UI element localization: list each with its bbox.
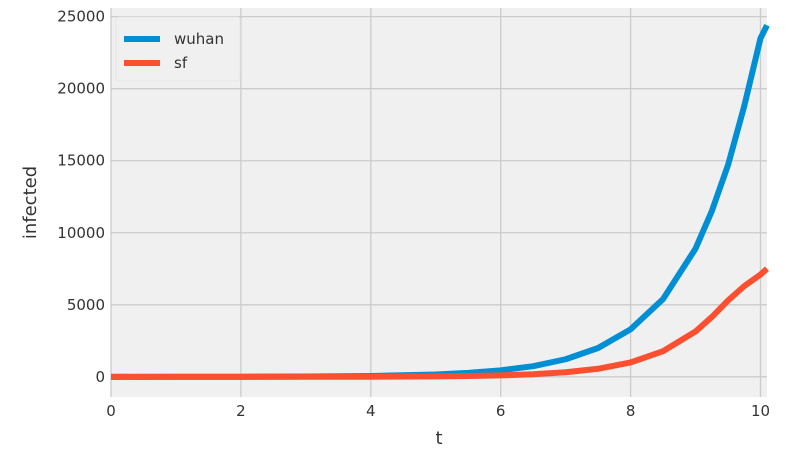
y-tick-label: 15000 <box>57 152 105 170</box>
x-tick-label: 0 <box>106 402 116 420</box>
y-tick-label: 10000 <box>57 224 105 242</box>
grid-lines <box>110 8 767 397</box>
legend-label-sf: sf <box>174 54 188 72</box>
series-line-sf <box>111 266 769 380</box>
y-tick-label: 20000 <box>57 80 105 98</box>
y-axis-label: infected <box>20 166 41 239</box>
tick-labels: 0 2 4 6 8 10 0 5000 10000 15000 20000 25000 <box>57 8 770 420</box>
x-tick-label: 6 <box>496 402 506 420</box>
x-tick-label: 4 <box>366 402 376 420</box>
y-tick-label: 25000 <box>57 8 105 26</box>
y-tick-label: 0 <box>95 368 105 386</box>
legend: wuhan sf <box>115 16 241 82</box>
x-tick-label: 10 <box>751 402 770 420</box>
series-lines <box>110 23 770 380</box>
x-axis-label: t <box>435 428 442 449</box>
x-tick-label: 8 <box>626 402 636 420</box>
x-tick-label: 2 <box>236 402 246 420</box>
legend-label-wuhan: wuhan <box>174 30 224 48</box>
y-tick-label: 5000 <box>67 296 105 314</box>
